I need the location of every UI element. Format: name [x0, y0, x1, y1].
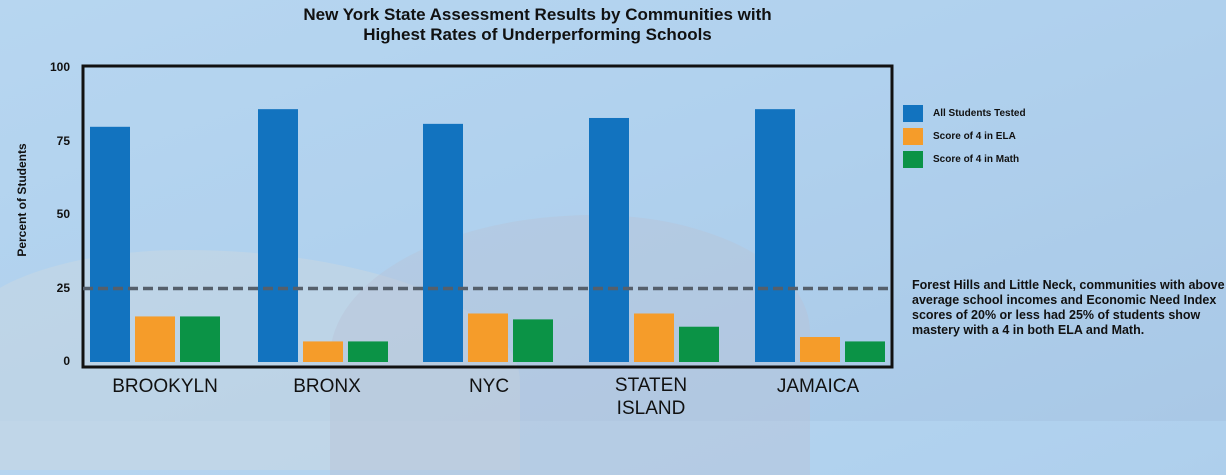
legend-swatch: [903, 105, 923, 122]
annotation-note: Forest Hills and Little Neck, communitie…: [912, 278, 1225, 337]
legend-item-math: Score of 4 in Math: [903, 148, 1026, 171]
bar-ela-0: [135, 316, 175, 362]
chart-title-line-1: New York State Assessment Results by Com…: [303, 5, 772, 24]
legend-item-ela: Score of 4 in ELA: [903, 125, 1026, 148]
chart-title-line-2: Highest Rates of Underperforming Schools: [363, 25, 712, 44]
bar-math-4: [845, 341, 885, 362]
bars-group: [90, 109, 885, 362]
bar-math-0: [180, 316, 220, 362]
x-tick-label: BRONX: [257, 375, 397, 398]
x-tick-label: STATEN ISLAND: [581, 374, 721, 420]
bar-all-students-3: [589, 117, 629, 362]
y-tick-label: 100: [49, 60, 70, 74]
x-tick-label-line: BROOKYLN: [112, 376, 218, 397]
bar-all-students-2: [423, 123, 463, 362]
bar-all-students-0: [90, 126, 130, 362]
bar-chart: [81, 64, 894, 369]
x-tick-label: NYC: [419, 375, 559, 398]
bar-ela-3: [634, 313, 674, 362]
legend-swatch: [903, 128, 923, 145]
x-tick-label-line: NYC: [468, 376, 510, 397]
legend-label: Score of 4 in ELA: [933, 131, 1016, 142]
plot-area-frame: [81, 64, 894, 369]
chart-title: New York State Assessment Results by Com…: [200, 5, 875, 45]
bar-ela-4: [800, 337, 840, 362]
bar-math-3: [679, 326, 719, 362]
legend-label: Score of 4 in Math: [933, 154, 1020, 165]
x-tick-label-line: BRONX: [293, 376, 361, 397]
legend-swatch: [903, 151, 923, 168]
x-tick-label-line: JAMAICA: [776, 376, 860, 397]
x-tick-label-line: STATEN: [614, 375, 688, 396]
legend-label: All Students Tested: [933, 108, 1026, 119]
x-tick-label: JAMAICA: [748, 375, 888, 398]
y-tick-label: 75: [56, 133, 70, 148]
bar-all-students-4: [755, 109, 795, 362]
x-tick-label-line: ISLAND: [616, 398, 686, 419]
y-tick-label: 25: [56, 280, 70, 295]
bar-math-1: [348, 341, 388, 362]
bar-ela-1: [303, 341, 343, 362]
legend: All Students Tested Score of 4 in ELA Sc…: [903, 102, 1026, 171]
bar-math-2: [513, 319, 553, 362]
legend-item-all-students: All Students Tested: [903, 102, 1026, 125]
bar-ela-2: [468, 313, 508, 362]
bar-all-students-1: [258, 109, 298, 362]
y-tick-label: 50: [56, 207, 70, 221]
x-tick-label: BROOKYLN: [95, 375, 235, 398]
y-tick-label: 0: [63, 354, 70, 368]
